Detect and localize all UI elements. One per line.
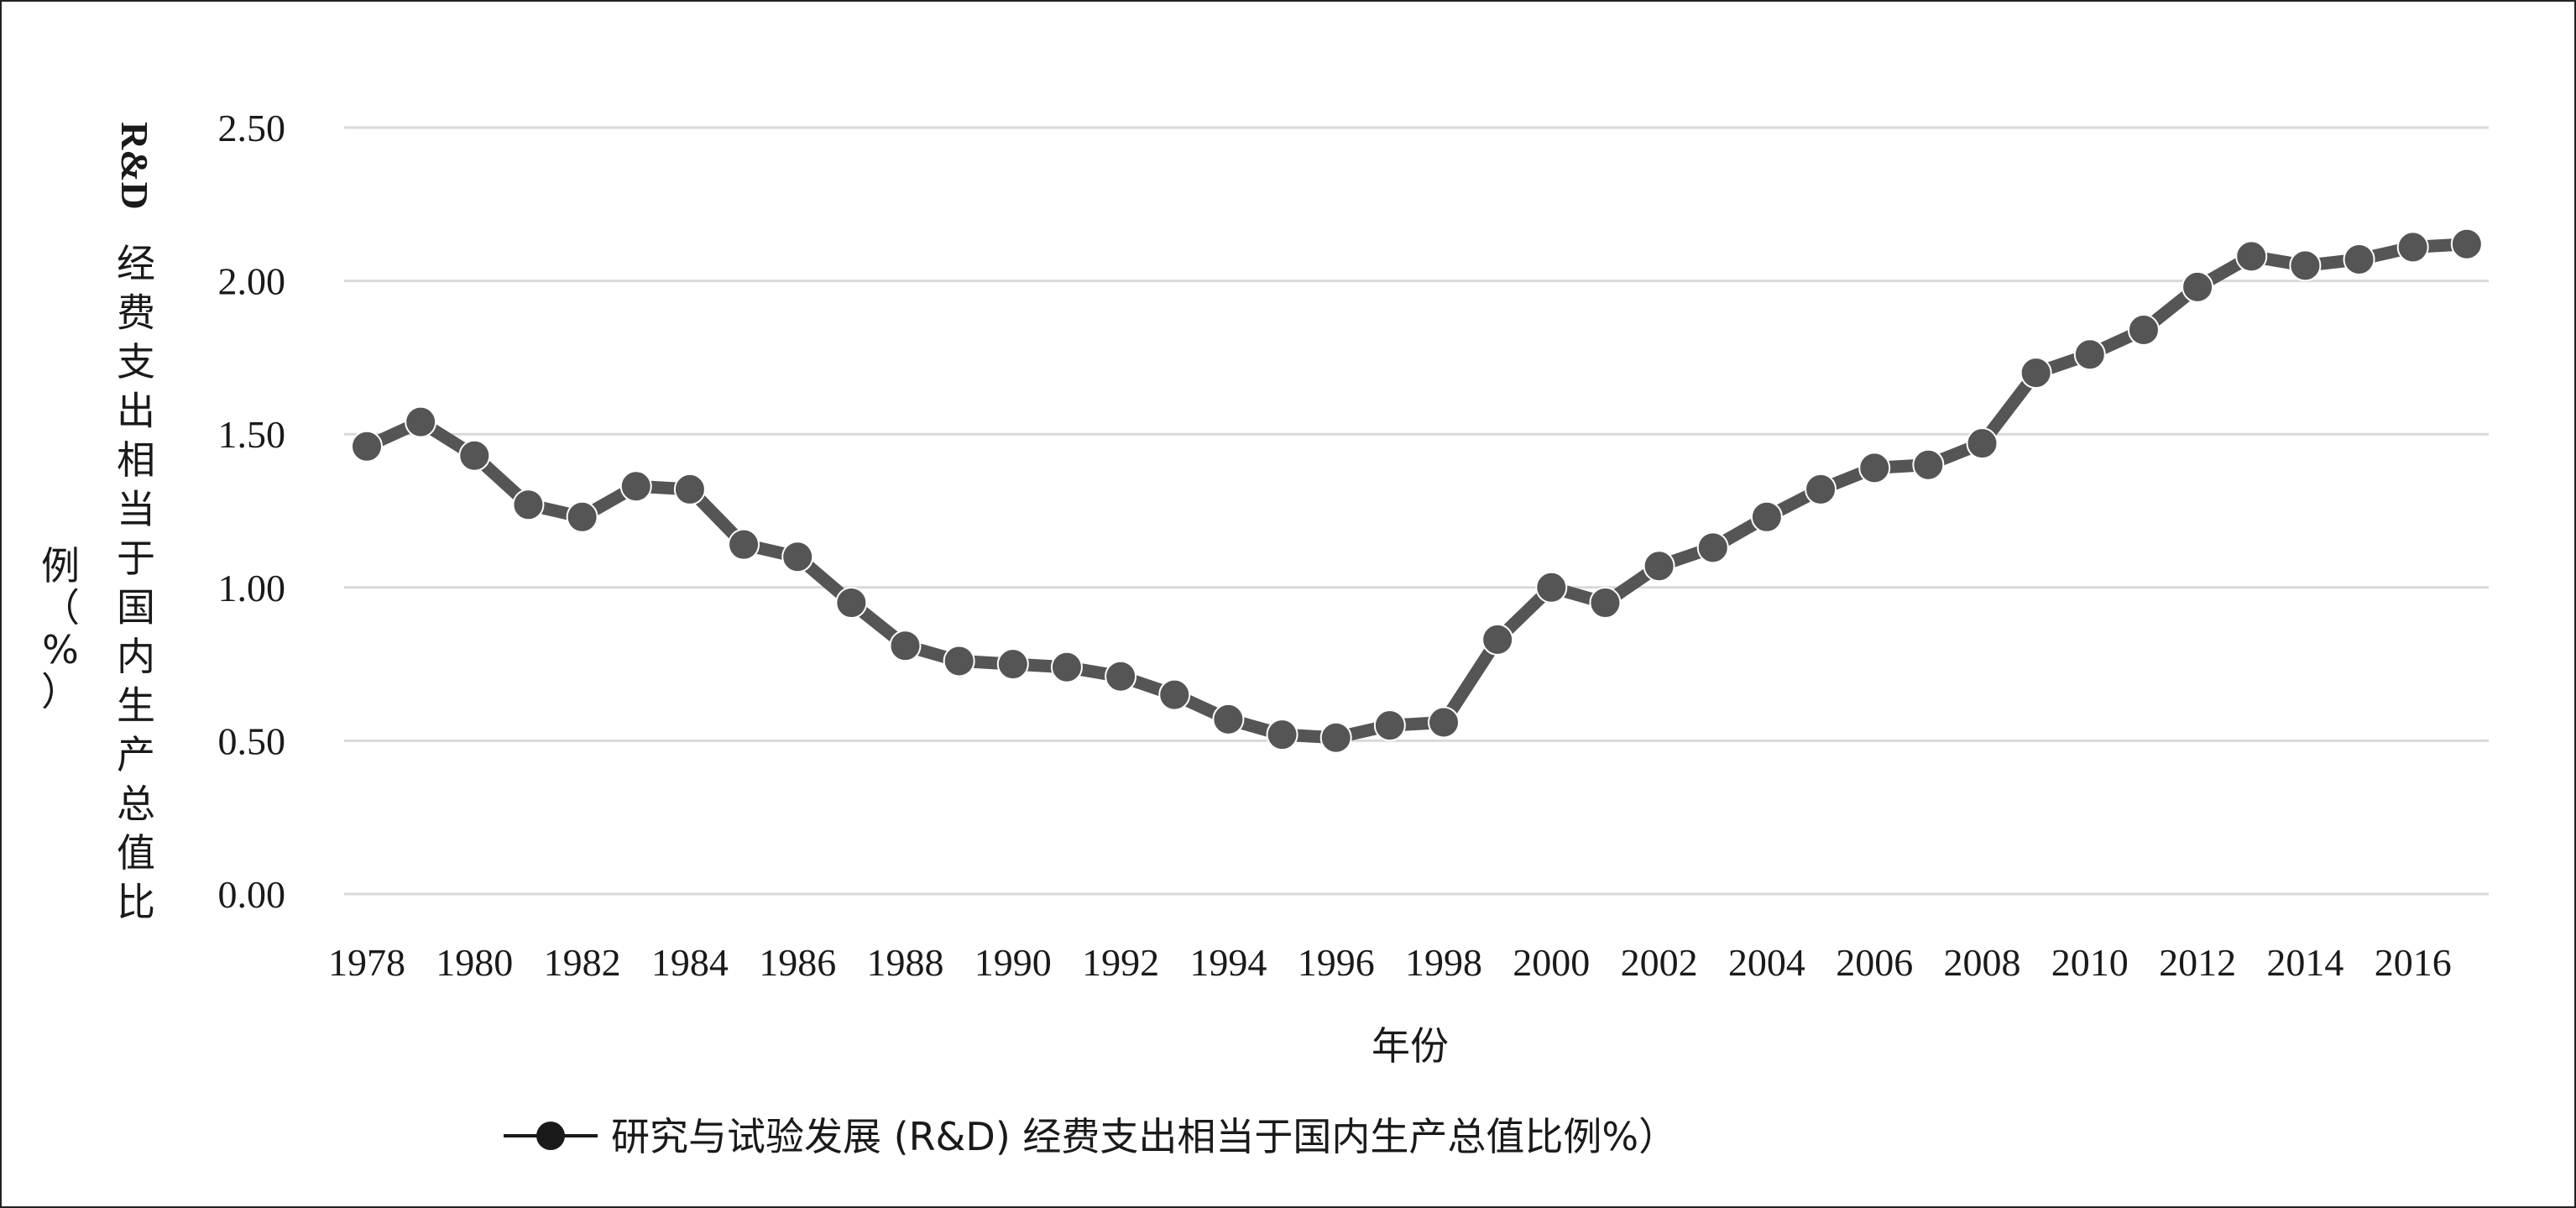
data-point — [1696, 531, 1729, 564]
data-point — [889, 630, 922, 662]
x-tick-label: 1978 — [328, 941, 405, 984]
data-point — [781, 541, 814, 573]
data-point — [1589, 587, 1622, 620]
series-group — [351, 227, 2483, 754]
data-point — [458, 439, 491, 472]
y-axis-label-char: 当 — [117, 487, 155, 532]
x-axis-label: 年份 — [1372, 1023, 1449, 1069]
y-axis-label-char: 生 — [117, 683, 155, 729]
data-point — [1105, 660, 1137, 693]
data-point — [2182, 270, 2214, 303]
x-tick-label: 2014 — [2266, 941, 2343, 984]
data-point — [566, 500, 598, 533]
y-axis-label-char: 支 — [117, 339, 155, 384]
data-point — [1858, 452, 1891, 484]
y-tick-label: 0.50 — [218, 719, 286, 762]
x-tick-label: 2006 — [1836, 941, 1913, 984]
data-point — [1643, 550, 1675, 583]
x-tick-label: 1998 — [1405, 941, 1482, 984]
y-tick-label: 2.00 — [218, 260, 286, 303]
data-point — [1912, 448, 1945, 481]
x-tick-label: 1992 — [1082, 941, 1159, 984]
data-point — [943, 645, 975, 677]
y-axis-label-char: 经 — [117, 241, 155, 286]
x-tick-label: 1994 — [1189, 941, 1267, 984]
x-axis-ticks: 1978 1980 1982 1984 1986 1988 1990 1992 1994 1996… — [328, 941, 2452, 984]
data-point — [996, 648, 1029, 681]
y-axis-label-part: R&D — [113, 122, 156, 210]
y-tick-label: 1.50 — [218, 413, 286, 456]
data-point — [1050, 651, 1083, 683]
x-tick-label: 2002 — [1621, 941, 1698, 984]
y-axis-label-char: % — [42, 627, 79, 672]
legend-entry: 研究与试验发展 (R&D) 经费支出相当于国内生产总值比例%） — [611, 1114, 1677, 1159]
x-tick-label: 2000 — [1513, 941, 1590, 984]
data-point — [835, 587, 868, 620]
x-tick-label: 1984 — [651, 941, 729, 984]
data-point — [619, 470, 652, 503]
y-axis-label-char: 国 — [117, 585, 155, 630]
x-tick-label: 1980 — [436, 941, 513, 984]
y-axis-label-char: 内 — [117, 634, 155, 679]
data-point — [2235, 240, 2268, 273]
data-point — [2343, 243, 2375, 276]
data-point — [1319, 721, 1352, 754]
data-point — [512, 489, 545, 521]
y-axis-label-char: 相 — [117, 437, 155, 483]
x-tick-label: 2016 — [2375, 941, 2452, 984]
data-point — [2396, 231, 2429, 264]
y-tick-label: 1.00 — [218, 567, 286, 609]
data-point — [2020, 357, 2052, 390]
data-point — [405, 405, 437, 438]
y-axis-label-char: 比 — [117, 880, 155, 925]
y-axis-label-char: 费 — [117, 290, 155, 336]
data-point — [2289, 249, 2322, 282]
y-axis-label-char: 于 — [117, 536, 155, 581]
y-axis-label-char: 值 — [117, 830, 155, 876]
y-axis-label: R&D 经费支出相当于国内生产总值比 例（%） — [41, 122, 156, 925]
y-tick-label: 0.00 — [218, 873, 286, 916]
data-point — [2127, 314, 2160, 347]
data-point — [2450, 227, 2483, 260]
data-point — [1966, 427, 1999, 460]
gridlines — [344, 126, 2489, 896]
data-point — [1481, 623, 1514, 656]
data-point — [351, 430, 383, 463]
x-tick-label: 1986 — [759, 941, 836, 984]
data-point — [1158, 678, 1191, 711]
legend: 研究与试验发展 (R&D) 经费支出相当于国内生产总值比例%） — [504, 1114, 1677, 1159]
x-tick-label: 1990 — [974, 941, 1052, 984]
data-point — [728, 528, 760, 561]
data-point — [1266, 719, 1298, 751]
y-axis-label-char: 总 — [117, 782, 155, 827]
x-tick-label: 1988 — [867, 941, 944, 984]
x-tick-label: 2004 — [1728, 941, 1805, 984]
y-axis-label-char: 产 — [117, 732, 155, 777]
series-line — [363, 238, 2468, 745]
data-point — [1535, 571, 1568, 604]
x-tick-label: 1982 — [544, 941, 621, 984]
y-axis-label-char: 出 — [117, 389, 155, 434]
y-axis-label-char: ） — [41, 669, 80, 714]
y-axis-label-char: 例 — [41, 543, 80, 588]
data-point — [2073, 338, 2106, 371]
data-point — [1373, 709, 1406, 742]
x-tick-label: 1996 — [1298, 941, 1375, 984]
data-point — [1428, 706, 1460, 739]
x-tick-label: 2012 — [2159, 941, 2236, 984]
data-point — [1750, 500, 1783, 533]
y-axis-label-tail: 例（%） — [41, 543, 80, 714]
data-point — [1805, 473, 1837, 505]
legend-marker-swatch — [536, 1122, 565, 1150]
x-tick-label: 2010 — [2051, 941, 2129, 984]
y-tick-label: 2.50 — [218, 107, 286, 149]
data-point — [1212, 703, 1245, 735]
y-axis-ticks: 0.00 0.50 1.00 1.50 2.00 2.50 — [218, 107, 286, 916]
x-tick-label: 2008 — [1944, 941, 2021, 984]
data-point — [673, 473, 706, 505]
y-axis-label-char: （ — [41, 585, 80, 630]
